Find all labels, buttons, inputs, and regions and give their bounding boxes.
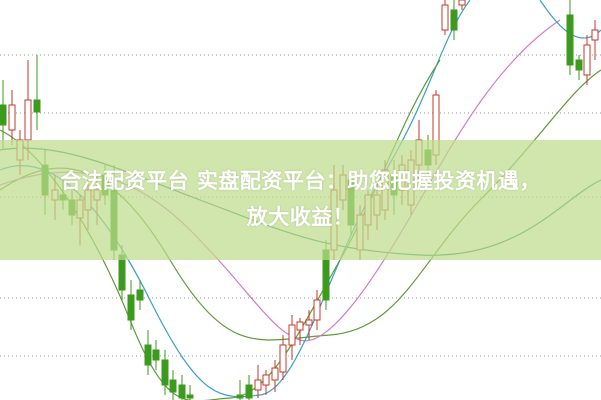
candle-up: [24, 99, 32, 141]
headline: 合法配资平台 实盘配资平台：助您把握投资机遇， 放大收益！: [0, 163, 601, 235]
candle-down: [33, 99, 41, 113]
candle-up: [583, 44, 591, 76]
candle-up: [313, 299, 321, 321]
headline-banner: [0, 140, 601, 260]
candle-down: [186, 394, 194, 399]
candle-up: [271, 367, 279, 381]
candle-up: [262, 374, 270, 386]
headline-line-1: 合法配资平台 实盘配资平台：助您把握投资机遇，: [60, 169, 541, 193]
candle-down: [152, 349, 160, 361]
candle-up: [288, 324, 296, 346]
candle-down: [118, 254, 126, 291]
candle-down: [566, 14, 574, 66]
candle-down: [236, 394, 244, 399]
candle-up: [254, 379, 262, 391]
candle-up: [305, 319, 313, 326]
candle-down: [245, 384, 253, 399]
headline-line-2: 放大收益！: [246, 205, 355, 229]
candle-down: [136, 289, 144, 301]
candle-up: [8, 104, 16, 131]
candle-down: [450, 9, 458, 31]
candle-down: [575, 59, 583, 71]
candle-up: [296, 321, 304, 331]
candle-up: [458, 0, 466, 6]
candle-down: [178, 384, 186, 399]
candle-down: [169, 379, 177, 393]
candle-down: [144, 344, 152, 366]
candle-up: [441, 4, 449, 31]
candle-down: [0, 104, 7, 126]
candle-down: [161, 359, 169, 386]
candle-up: [591, 29, 599, 41]
candle-up: [279, 344, 287, 373]
candle-down: [127, 294, 135, 321]
